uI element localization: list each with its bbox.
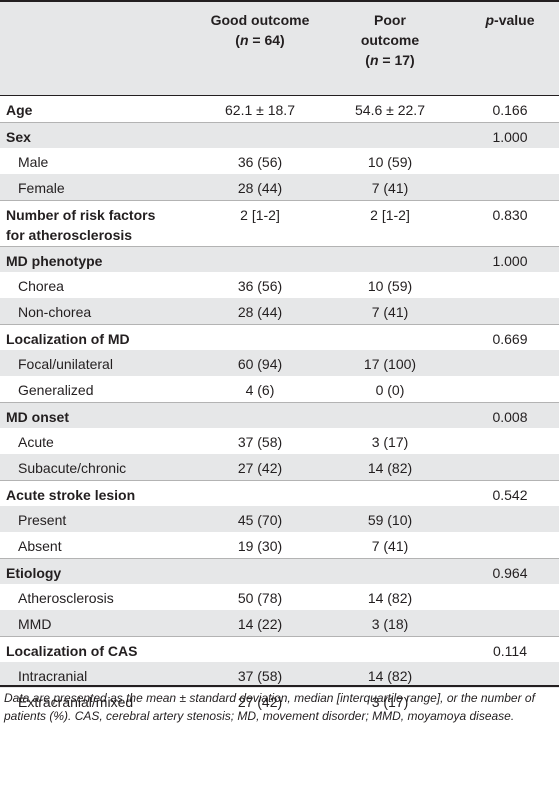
table-footnote: Data are presented as the mean ± standar…	[4, 691, 535, 723]
table-row: Non-chorea 28 (44) 7 (41)	[0, 298, 559, 324]
table-row: MD onset 0.008	[0, 402, 559, 428]
table-bottom-rule	[0, 685, 559, 687]
table-row: Localization of CAS 0.114	[0, 636, 559, 662]
table-row: Acute 37 (58) 3 (17)	[18, 434, 409, 450]
table-row: Atherosclerosis 50 (78) 14 (82)	[18, 590, 413, 606]
table-row: Localization of MD 0.669	[0, 324, 559, 350]
table-row: Sex 1.000	[0, 122, 559, 148]
table-row: Acute stroke lesion 0.542	[0, 480, 559, 506]
header-poor-outcome: Poor outcome (n = 17)	[360, 12, 420, 68]
table-row: Number of risk factors for atherosclerosi…	[0, 200, 559, 246]
table-row: MMD 14 (22) 3 (18)	[0, 610, 559, 636]
table-row: Etiology 0.964	[0, 558, 559, 584]
table-row: Absent 19 (30) 7 (41)	[18, 538, 409, 554]
table-row: MD phenotype 1.000	[0, 246, 559, 272]
table-row: Extracranial/mixed 27 (42) 3 (17)	[18, 694, 409, 710]
table-row: Female 28 (44) 7 (41)	[0, 174, 559, 200]
table-row: Focal/unilateral 60 (94) 17 (100)	[0, 350, 559, 376]
table-row: Generalized 4 (6) 0 (0)	[18, 382, 405, 398]
header-p-value: p-value	[485, 12, 535, 28]
table-row: Male 36 (56) 10 (59)	[18, 154, 413, 170]
header-good-outcome: Good outcome (n = 64)	[210, 12, 310, 48]
table-row: Chorea 36 (56) 10 (59)	[18, 278, 413, 294]
table-body: Age 62.1 ± 18.7 54.6 ± 22.7 0.166 Sex 1.…	[0, 96, 559, 714]
table-row: Intracranial 37 (58) 14 (82)	[0, 662, 559, 688]
table-row: Present 45 (70) 59 (10)	[0, 506, 559, 532]
table-row: Age 62.1 ± 18.7 54.6 ± 22.7 0.166	[6, 102, 528, 118]
table-header: Good outcome (n = 64) Poor outcome (n = …	[0, 0, 559, 96]
table-row: Subacute/chronic 27 (42) 14 (82)	[0, 454, 559, 480]
